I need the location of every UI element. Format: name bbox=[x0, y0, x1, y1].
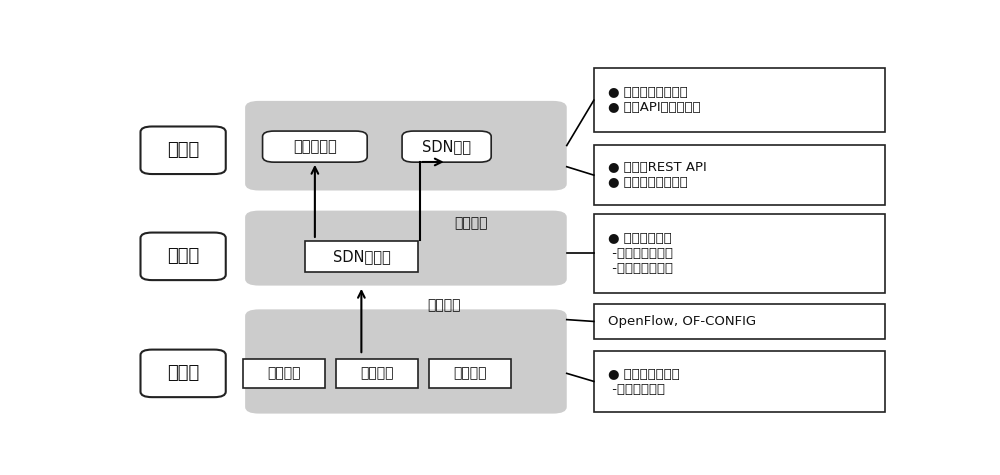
Text: 网络设备: 网络设备 bbox=[267, 366, 301, 380]
Bar bbox=[594, 304, 885, 339]
Text: ● 高性能数据转发
 -多级流表处理: ● 高性能数据转发 -多级流表处理 bbox=[608, 368, 680, 396]
FancyBboxPatch shape bbox=[263, 131, 367, 162]
FancyBboxPatch shape bbox=[140, 233, 226, 280]
Text: SDN应用: SDN应用 bbox=[422, 139, 471, 154]
Text: 网络设备: 网络设备 bbox=[360, 366, 394, 380]
FancyBboxPatch shape bbox=[245, 101, 567, 190]
Text: ● 开放的REST API
● 网络设备私有接口: ● 开放的REST API ● 网络设备私有接口 bbox=[608, 161, 707, 189]
Text: 北向接口: 北向接口 bbox=[454, 217, 488, 230]
Bar bbox=[594, 68, 885, 132]
FancyBboxPatch shape bbox=[402, 131, 491, 162]
Bar bbox=[594, 214, 885, 293]
Bar bbox=[429, 359, 511, 388]
FancyBboxPatch shape bbox=[245, 309, 567, 414]
Bar bbox=[594, 145, 885, 205]
Text: ● 网络操作系统
 -拓扑和设备管理
 -流表控制和下发: ● 网络操作系统 -拓扑和设备管理 -流表控制和下发 bbox=[608, 232, 673, 275]
Text: ● 网络资源统一管理
● 基于API的应用开发: ● 网络资源统一管理 ● 基于API的应用开发 bbox=[608, 86, 700, 114]
Text: SDN控制器: SDN控制器 bbox=[332, 249, 390, 264]
FancyBboxPatch shape bbox=[140, 126, 226, 174]
FancyBboxPatch shape bbox=[245, 210, 567, 285]
Text: 应用层: 应用层 bbox=[167, 141, 199, 159]
Text: 网络设备: 网络设备 bbox=[453, 366, 487, 380]
Text: 南向接口: 南向接口 bbox=[427, 298, 461, 312]
Text: 转发层: 转发层 bbox=[167, 364, 199, 382]
FancyBboxPatch shape bbox=[140, 350, 226, 397]
Text: 控制层: 控制层 bbox=[167, 247, 199, 266]
Text: 云管理平台: 云管理平台 bbox=[293, 139, 337, 154]
Bar bbox=[243, 359, 325, 388]
Bar bbox=[594, 352, 885, 412]
Text: OpenFlow, OF-CONFIG: OpenFlow, OF-CONFIG bbox=[608, 315, 756, 328]
Bar bbox=[305, 241, 418, 272]
Bar bbox=[336, 359, 418, 388]
